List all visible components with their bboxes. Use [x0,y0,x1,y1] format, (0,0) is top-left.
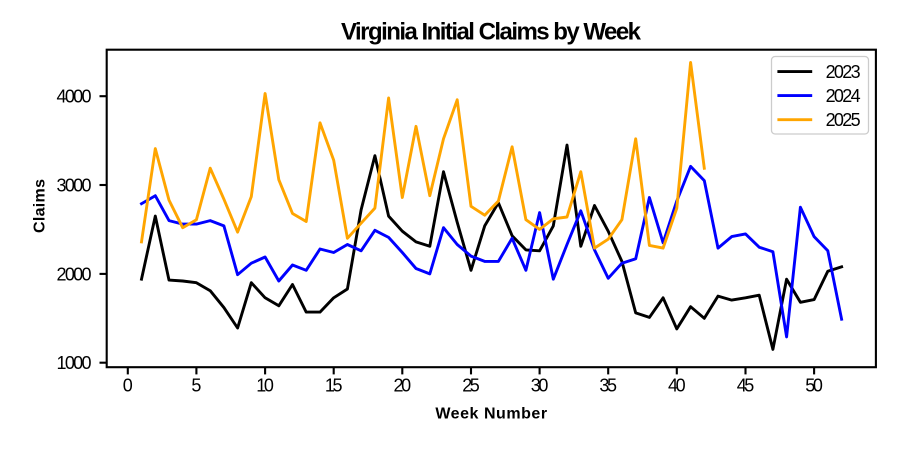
svg-text:45: 45 [737,376,755,396]
svg-text:10: 10 [256,376,274,396]
svg-text:0: 0 [123,376,133,396]
svg-text:30: 30 [531,376,549,396]
svg-text:Claims: Claims [31,179,48,233]
svg-text:40: 40 [668,376,686,396]
svg-text:15: 15 [325,376,343,396]
svg-text:Week Number: Week Number [435,406,547,423]
svg-text:2023: 2023 [826,62,861,82]
svg-text:4000: 4000 [57,87,92,107]
svg-text:2024: 2024 [826,86,861,106]
svg-text:1000: 1000 [57,353,92,373]
svg-text:35: 35 [599,376,617,396]
svg-text:25: 25 [462,376,480,396]
svg-text:Virginia Initial Claims by Wee: Virginia Initial Claims by Week [341,19,642,46]
svg-text:2000: 2000 [57,264,92,284]
svg-text:20: 20 [394,376,412,396]
svg-text:3000: 3000 [57,176,92,196]
svg-text:50: 50 [805,376,823,396]
svg-text:5: 5 [191,376,201,396]
svg-text:2025: 2025 [826,110,861,130]
